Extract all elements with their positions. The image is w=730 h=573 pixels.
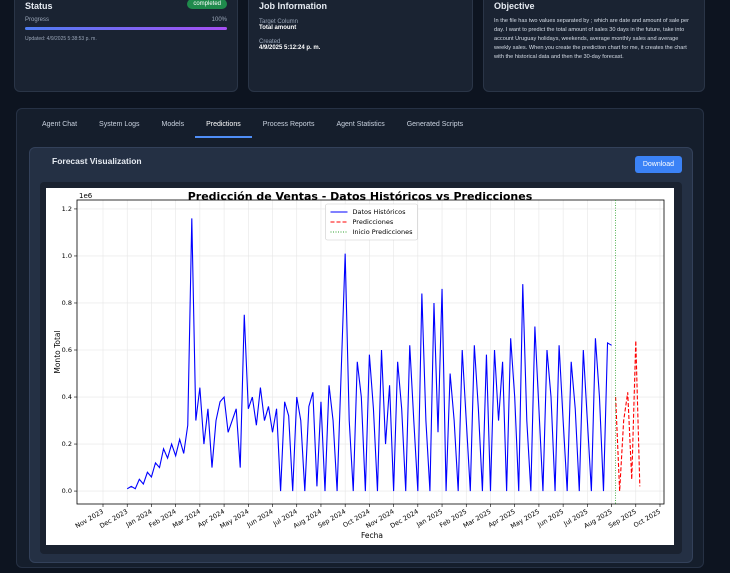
tab[interactable]: Predictions bbox=[195, 115, 252, 138]
progress-track bbox=[25, 27, 227, 30]
chart: Predicción de Ventas - Datos Históricos … bbox=[46, 188, 674, 545]
tab[interactable]: Agent Statistics bbox=[336, 121, 385, 128]
tab[interactable]: Generated Scripts bbox=[406, 121, 464, 128]
status-badge: completed bbox=[187, 0, 227, 9]
x-tick-label: Jun 2024 bbox=[245, 508, 275, 530]
y-offset: 1e6 bbox=[79, 192, 93, 200]
progress-label: Progress bbox=[25, 17, 50, 23]
y-tick-label: 1.0 bbox=[62, 252, 72, 260]
tab[interactable]: Models bbox=[161, 121, 185, 128]
card-title: Status bbox=[25, 1, 53, 11]
target-label: Target Column bbox=[259, 19, 299, 25]
card-title: Job Information bbox=[259, 1, 327, 11]
legend-label: Predicciones bbox=[353, 218, 394, 226]
objective-text: In the file has two values separated by … bbox=[494, 18, 689, 60]
plot-frame bbox=[76, 199, 665, 505]
tab-bar: Agent Chat System Logs Models Predictions Pr… bbox=[31, 115, 474, 138]
target: Total amount bbox=[259, 25, 297, 31]
objective-card: Objective In the file has two values sep… bbox=[483, 0, 705, 92]
created-label: Created bbox=[259, 39, 281, 45]
updated: Updated: 4/9/2025 5:38:53 p. m. bbox=[25, 36, 97, 42]
x-tick-label: Mar 2024 bbox=[171, 508, 202, 530]
tab[interactable]: System Logs bbox=[99, 121, 140, 128]
progress-row: Progress 100% bbox=[25, 17, 227, 23]
y-tick-label: 0.8 bbox=[62, 299, 72, 307]
created: 4/9/2025 5:12:24 p. m. bbox=[259, 45, 321, 51]
x-axis-label: Fecha bbox=[361, 531, 383, 540]
x-tick-label: Sep 2024 bbox=[316, 508, 347, 530]
tab[interactable]: Process Reports bbox=[262, 121, 315, 128]
legend-box bbox=[325, 203, 418, 241]
x-tick-label: Oct 2025 bbox=[632, 508, 662, 530]
chart-title: Predicción de Ventas - Datos Históricos … bbox=[188, 190, 533, 203]
y-tick-label: 0.6 bbox=[62, 346, 72, 354]
download-button[interactable]: Download bbox=[634, 156, 682, 173]
y-tick-label: 0.2 bbox=[62, 440, 72, 448]
tab[interactable]: Agent Chat bbox=[42, 121, 78, 128]
x-tick-label: Jun 2025 bbox=[535, 508, 565, 530]
status-card: Status completed Progress 100% Updated: … bbox=[14, 0, 238, 92]
legend-label: Inicio Predicciones bbox=[353, 228, 414, 236]
y-axis-label: Monto Total bbox=[53, 330, 62, 373]
series-line bbox=[126, 218, 612, 492]
series-line bbox=[615, 340, 641, 492]
x-tick-label: Sep 2025 bbox=[607, 508, 638, 530]
card-title: Objective bbox=[494, 1, 535, 11]
progress-text: 100% bbox=[211, 17, 227, 23]
y-tick-label: 0.0 bbox=[62, 487, 72, 495]
progress-fill bbox=[25, 27, 227, 30]
job-card: Job Information Target Column Total amou… bbox=[248, 0, 473, 92]
legend-label: Datos Históricos bbox=[353, 208, 407, 216]
x-tick-label: Mar 2025 bbox=[462, 508, 493, 530]
y-tick-label: 1.2 bbox=[62, 205, 72, 213]
panel-title: Forecast Visualization bbox=[52, 156, 142, 166]
y-tick-label: 0.4 bbox=[62, 393, 72, 401]
